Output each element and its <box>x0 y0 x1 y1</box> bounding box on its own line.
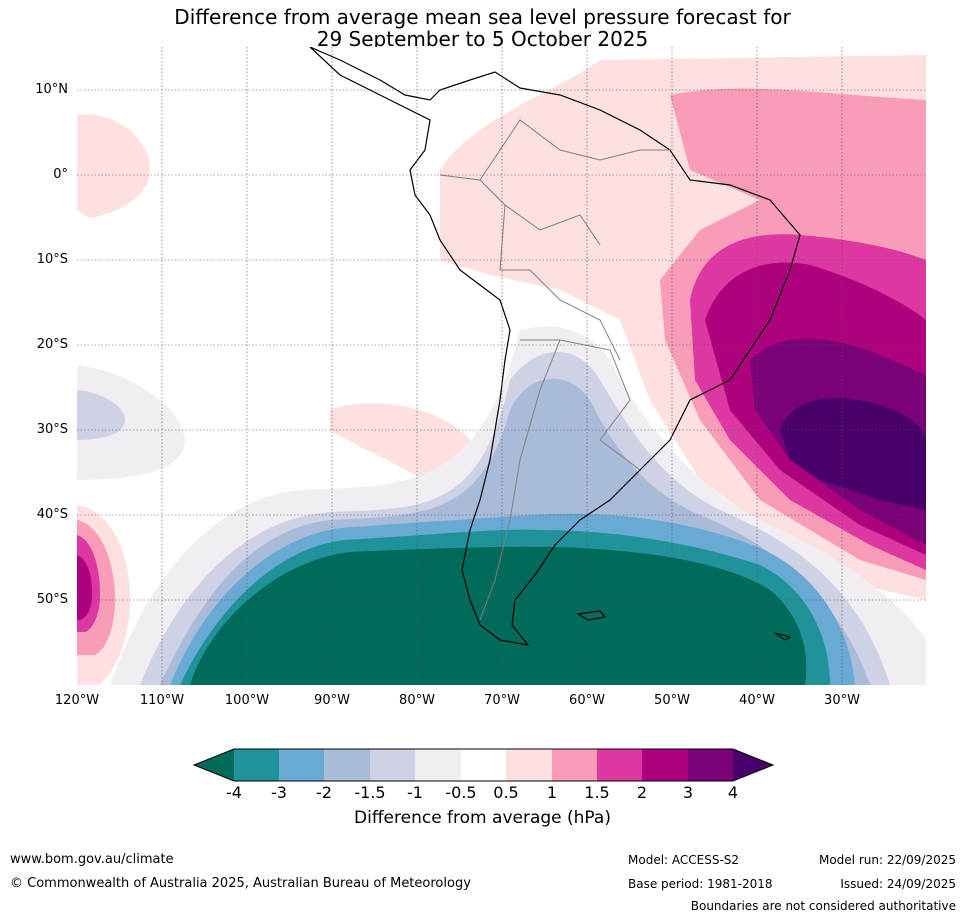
colorbar-bin-1 <box>234 749 279 781</box>
falkland-islands <box>576 610 607 621</box>
lon-label-30w: 30°W <box>824 693 860 708</box>
colorbar-bin-7 <box>506 749 552 781</box>
anomaly-minus1.5-minus1-west <box>77 390 125 440</box>
south-georgia <box>774 632 792 641</box>
colorbar-tick-label: -2 <box>316 783 332 802</box>
lat-label-10s: 10°S <box>36 252 68 267</box>
map-title-line2: 29 September to 5 October 2025 <box>316 27 649 51</box>
south-america-coastline <box>309 47 801 646</box>
graticule <box>77 47 926 685</box>
map-title-line1: Difference from average mean sea level p… <box>174 5 791 29</box>
colorbar-tick-label: 3 <box>682 783 694 802</box>
colorbar-tick-label: -0.5 <box>445 783 477 802</box>
colorbar-bin-4 <box>370 749 415 781</box>
colorbar-tick-label: -3 <box>271 783 287 802</box>
colorbar-bin-6 <box>461 749 506 781</box>
colorbar-tick-label: 1.5 <box>584 783 610 802</box>
anomaly-minus1-minus0.5-west <box>77 365 185 480</box>
colorbar-bin-8 <box>552 749 597 781</box>
base-period: Base period: 1981-2018 <box>628 877 773 891</box>
colorbar-label: Difference from average (hPa) <box>354 808 611 828</box>
colorbar-tick-label: 0.5 <box>493 783 519 802</box>
colorbar-tick-label: -1 <box>407 783 423 802</box>
colorbar-bin-5 <box>415 749 461 781</box>
anomaly-0.5-1-west-eq <box>77 114 150 218</box>
boundaries-disclaimer: Boundaries are not considered authoritat… <box>690 899 956 913</box>
colorbar-extend-low <box>194 749 234 781</box>
colorbar-bin-2 <box>279 749 324 781</box>
lon-label-50w: 50°W <box>654 693 690 708</box>
colorbar-bin-11 <box>688 749 733 781</box>
model-run-date: Model run: 22/09/2025 <box>818 853 956 867</box>
colorbar-tick-label: 1 <box>546 783 558 802</box>
lon-label-60w: 60°W <box>569 693 605 708</box>
colorbar-bin-9 <box>597 749 642 781</box>
lat-label-30s: 30°S <box>36 422 68 437</box>
lon-label-90w: 90°W <box>314 693 350 708</box>
lon-label-110w: 110°W <box>139 693 185 708</box>
colorbar-tick-label: 2 <box>636 783 648 802</box>
lat-label-20s: 20°S <box>36 337 68 352</box>
pressure-anomaly-field <box>77 47 926 685</box>
lon-label-70w: 70°W <box>484 693 520 708</box>
colorbar-bin-10 <box>642 749 688 781</box>
lon-label-100w: 100°W <box>224 693 270 708</box>
lon-label-40w: 40°W <box>739 693 775 708</box>
colorbar-tick-label: -1.5 <box>354 783 386 802</box>
colorbar-bin-3 <box>324 749 370 781</box>
lat-label-10n: 10°N <box>35 82 68 97</box>
colorbar-tick-label: -4 <box>226 783 242 802</box>
model-name: Model: ACCESS-S2 <box>628 853 740 867</box>
colorbar-extend-high <box>733 749 773 781</box>
colorbar-tick-label: 4 <box>727 783 739 802</box>
website-link[interactable]: www.bom.gov.au/climate <box>10 852 174 867</box>
anomaly-2-3-southwest <box>77 555 92 620</box>
anomaly-below-minus4-south <box>190 546 807 685</box>
lat-label-40s: 40°S <box>36 507 68 522</box>
colorbar <box>192 748 775 782</box>
lon-label-120w: 120°W <box>54 693 100 708</box>
anomaly-above-4-east <box>780 398 926 510</box>
lat-label-0: 0° <box>53 167 68 182</box>
issued-date: Issued: 24/09/2025 <box>840 877 956 891</box>
copyright-notice: © Commonwealth of Australia 2025, Austra… <box>10 876 471 891</box>
lon-label-80w: 80°W <box>399 693 435 708</box>
country-borders <box>439 119 670 621</box>
lat-label-50s: 50°S <box>36 592 68 607</box>
